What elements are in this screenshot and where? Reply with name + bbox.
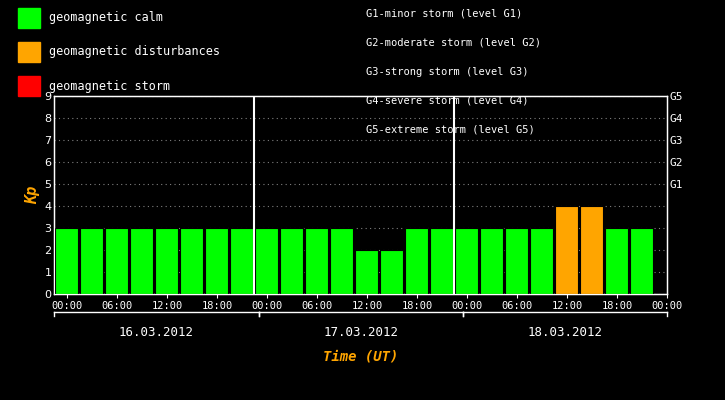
Bar	[631, 228, 653, 294]
Bar	[130, 228, 154, 294]
Bar	[605, 228, 629, 294]
Bar	[531, 228, 553, 294]
Text: G2-moderate storm (level G2): G2-moderate storm (level G2)	[366, 38, 541, 48]
Bar	[331, 228, 353, 294]
Bar	[305, 228, 328, 294]
Bar	[105, 228, 128, 294]
Text: 16.03.2012: 16.03.2012	[119, 326, 194, 338]
Bar	[205, 228, 228, 294]
Bar	[155, 228, 178, 294]
Bar	[281, 228, 304, 294]
Bar	[355, 250, 378, 294]
Text: G5-extreme storm (level G5): G5-extreme storm (level G5)	[366, 124, 535, 134]
Text: Time (UT): Time (UT)	[323, 349, 398, 363]
Bar	[581, 206, 603, 294]
Bar	[455, 228, 479, 294]
Bar	[381, 250, 403, 294]
Text: 17.03.2012: 17.03.2012	[323, 326, 398, 338]
Bar	[405, 228, 428, 294]
Bar	[555, 206, 579, 294]
Bar	[505, 228, 529, 294]
Text: G4-severe storm (level G4): G4-severe storm (level G4)	[366, 95, 529, 105]
Text: G3-strong storm (level G3): G3-strong storm (level G3)	[366, 67, 529, 77]
Text: 18.03.2012: 18.03.2012	[527, 326, 602, 338]
Bar	[181, 228, 204, 294]
Y-axis label: Kp: Kp	[25, 186, 41, 204]
Text: geomagnetic disturbances: geomagnetic disturbances	[49, 46, 220, 58]
Bar	[231, 228, 254, 294]
Bar	[80, 228, 104, 294]
Bar	[55, 228, 78, 294]
Bar	[481, 228, 503, 294]
Text: geomagnetic storm: geomagnetic storm	[49, 80, 170, 92]
Text: G1-minor storm (level G1): G1-minor storm (level G1)	[366, 9, 523, 19]
Text: geomagnetic calm: geomagnetic calm	[49, 12, 163, 24]
Bar	[431, 228, 453, 294]
Bar	[255, 228, 278, 294]
